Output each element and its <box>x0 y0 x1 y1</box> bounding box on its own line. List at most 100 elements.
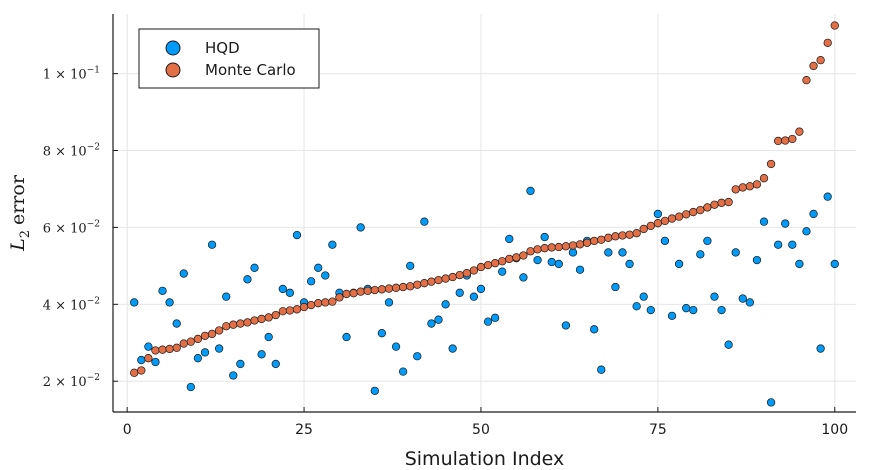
monte-carlo-point <box>144 354 153 363</box>
y-tick-labels: 2 × 10−24 × 10−26 × 10−28 × 10−21 × 10−1 <box>43 66 118 390</box>
hqd-point <box>144 342 153 351</box>
hqd-point <box>823 192 832 201</box>
x-tick-label: 50 <box>472 422 490 438</box>
monte-carlo-point <box>568 241 578 250</box>
y-tick-label: 6 × 10−2 <box>43 219 100 236</box>
hqd-point <box>342 332 351 342</box>
monte-carlo-point <box>179 339 188 348</box>
hqd-point <box>547 257 556 267</box>
hqd-point <box>413 352 422 361</box>
monte-carlo-point <box>292 305 302 314</box>
monte-carlo-point <box>207 329 217 339</box>
hqd-point <box>597 365 606 374</box>
hqd-point <box>271 359 280 369</box>
hqd-point <box>370 386 379 396</box>
y-axis-label-main: L <box>7 238 29 252</box>
hqd-point <box>257 350 266 359</box>
monte-carlo-point <box>667 214 677 223</box>
hqd-point <box>193 354 203 363</box>
hqd-point <box>207 240 217 249</box>
legend-label-monte-carlo: Monte Carlo <box>205 61 296 79</box>
monte-carlo-point <box>809 61 818 71</box>
hqd-point <box>533 255 542 265</box>
hqd-point <box>420 217 429 226</box>
monte-carlo-point <box>512 253 521 262</box>
hqd-point <box>788 240 797 249</box>
monte-carlo-point <box>519 251 528 260</box>
legend-box <box>138 28 320 89</box>
monte-carlo-point <box>554 242 563 252</box>
hqd-point <box>229 371 238 380</box>
hqd-point <box>214 344 224 353</box>
hqd-point <box>292 230 302 240</box>
hqd-point <box>660 236 670 246</box>
hqd-point <box>455 288 464 297</box>
legend-label-hqd: HQD <box>205 39 240 57</box>
hqd-point <box>406 261 415 271</box>
x-tick-labels: 0 25 50 75 100 <box>123 407 848 438</box>
hqd-point <box>137 355 146 365</box>
monte-carlo-point <box>498 257 507 266</box>
monte-carlo-point <box>483 260 493 270</box>
monte-carlo-point <box>434 275 443 285</box>
y-tick-mantissa: 1 × 10 <box>43 68 87 83</box>
hqd-point <box>802 227 811 236</box>
hqd-point <box>526 186 535 196</box>
hqd-point <box>391 342 401 351</box>
monte-carlo-point <box>540 244 549 253</box>
hqd-point <box>604 248 613 257</box>
hqd-point <box>682 304 691 313</box>
monte-carlo-point <box>151 346 160 355</box>
y-tick-exponent: −2 <box>87 219 100 229</box>
monte-carlo-point <box>660 216 670 226</box>
monte-carlo-point <box>731 185 740 194</box>
hqd-point <box>314 263 323 272</box>
monte-carlo-point <box>250 316 259 325</box>
monte-carlo-point <box>745 182 755 191</box>
hqd-point <box>434 315 443 324</box>
hqd-point <box>306 277 316 286</box>
monte-carlo-point <box>349 289 358 298</box>
hqd-point <box>575 265 585 274</box>
hqd-point <box>795 259 804 269</box>
monte-carlo-point <box>476 262 486 272</box>
monte-carlo-point <box>137 366 146 375</box>
monte-carlo-point <box>823 38 832 47</box>
legend: HQD Monte Carlo <box>138 28 320 89</box>
hqd-point <box>483 317 493 326</box>
hqd-point <box>448 344 457 353</box>
hqd-point <box>328 240 337 249</box>
y-tick-exponent: −2 <box>87 296 100 306</box>
monte-carlo-point <box>278 307 287 316</box>
monte-carlo-point <box>398 282 408 292</box>
hqd-point <box>809 209 818 219</box>
monte-carlo-point <box>582 238 592 247</box>
y-tick-label: 4 × 10−2 <box>43 296 100 313</box>
monte-carlo-point <box>604 233 613 242</box>
grid-lines <box>113 14 856 412</box>
monte-carlo-point <box>717 198 726 207</box>
monte-carlo-point <box>342 289 351 299</box>
hqd-point <box>674 259 684 269</box>
hqd-point <box>540 232 549 242</box>
hqd-point <box>646 305 655 315</box>
hqd-point <box>285 288 295 297</box>
monte-carlo-point <box>427 277 436 286</box>
monte-carlo-point <box>193 334 203 344</box>
hqd-point <box>441 300 450 309</box>
y-tick-label: 8 × 10−2 <box>43 143 100 160</box>
monte-carlo-point <box>590 236 599 246</box>
hqd-point <box>717 305 726 315</box>
monte-carlo-point <box>462 269 471 278</box>
hqd-point <box>172 319 181 328</box>
hqd-point <box>377 329 387 338</box>
monte-carlo-point <box>490 259 500 268</box>
monte-carlo-point <box>469 266 479 275</box>
y-tick-mantissa: 8 × 10 <box>43 145 87 160</box>
monte-carlo-point <box>299 302 309 312</box>
hqd-point <box>427 319 436 328</box>
monte-carlo-point <box>561 242 571 251</box>
hqd-point <box>250 263 259 272</box>
hqd-point <box>618 248 627 257</box>
